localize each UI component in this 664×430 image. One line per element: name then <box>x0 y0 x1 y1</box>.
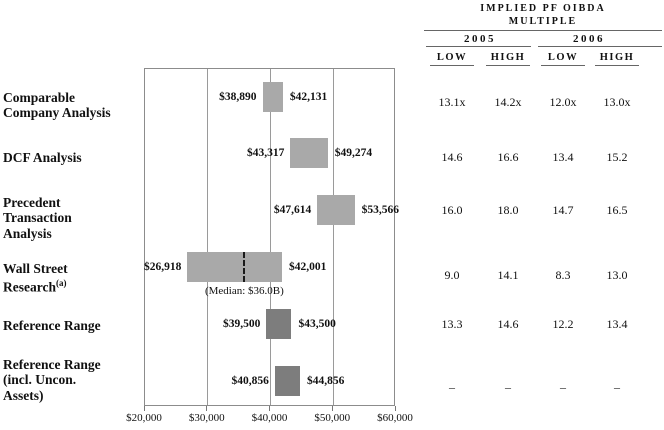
category-label-line: Reference Range <box>3 318 101 334</box>
x-axis-tick <box>269 406 270 411</box>
bar-low-label: $38,890 <box>219 91 257 103</box>
x-tick-label: $60,000 <box>377 412 413 424</box>
multiple-value-cell: 14.1 <box>497 268 519 282</box>
bar-low-label: $40,856 <box>231 375 269 387</box>
multiple-value-cell: – <box>560 380 566 394</box>
multiple-value-cell: 14.6 <box>441 150 463 164</box>
category-label-line: Precedent <box>3 194 61 210</box>
median-dashed-line <box>243 252 246 282</box>
multiple-value-cell: 14.2x <box>494 95 522 109</box>
category-label-line: Reference Range <box>3 356 101 372</box>
bar-low-label: $47,614 <box>273 204 312 216</box>
category-label-line: DCF Analysis <box>3 150 82 166</box>
category-label-line: Wall Street <box>3 260 68 276</box>
range-bar <box>290 138 328 168</box>
col-header-2005-high: HIGH <box>490 52 526 63</box>
multiple-value-cell: 16.6 <box>497 150 519 164</box>
table-title-line2: MULTIPLE <box>508 16 578 27</box>
range-bar <box>317 195 355 225</box>
median-label: (Median: $36.0B) <box>204 285 284 297</box>
multiple-value-cell: 13.4 <box>552 150 574 164</box>
category-label-line: Transaction <box>3 210 72 226</box>
col-header-underline <box>595 65 639 66</box>
multiple-value-cell: 9.0 <box>444 268 460 282</box>
table-title-line1: IMPLIED PF OIBDA <box>480 3 606 14</box>
multiple-value-cell: 13.1x <box>438 95 466 109</box>
multiple-value-cell: 16.0 <box>441 203 463 217</box>
col-header-2006-high: HIGH <box>599 52 635 63</box>
year-header-2006: 2006 <box>573 33 605 45</box>
table-title-rule <box>424 30 662 31</box>
gridline <box>332 69 334 405</box>
category-label-line: Comparable <box>3 89 75 105</box>
year-2006-rule <box>538 46 662 47</box>
col-header-underline <box>541 65 585 66</box>
range-bar <box>187 252 283 282</box>
x-tick-label: $30,000 <box>188 412 225 424</box>
category-label: Wall Street Research(a) <box>3 261 141 296</box>
x-tick-label: $40,000 <box>251 412 288 424</box>
category-label: Precedent Transaction Analysis <box>3 195 141 242</box>
gridline <box>270 69 271 405</box>
x-tick-label: $20,000 <box>126 412 162 424</box>
category-label-line: Analysis <box>3 225 52 241</box>
multiple-value-cell: 13.0 <box>606 268 628 282</box>
x-axis-tick <box>394 406 396 411</box>
multiple-value-cell: 14.7 <box>552 203 574 217</box>
col-header-underline <box>430 65 474 66</box>
multiple-value-cell: 14.6 <box>497 317 519 331</box>
range-bar <box>266 309 292 339</box>
chart-plot-area <box>144 68 395 406</box>
multiple-value-cell: 16.5 <box>606 203 628 217</box>
bar-high-label: $42,131 <box>289 91 328 103</box>
category-label: Reference Range (incl. Uncon. Assets) <box>3 357 141 404</box>
multiple-value-cell: 13.3 <box>441 317 463 331</box>
bar-high-label: $43,500 <box>298 318 336 330</box>
category-label: Reference Range <box>3 318 141 334</box>
multiple-value-cell: – <box>614 380 620 394</box>
bar-high-label: $44,856 <box>306 375 345 387</box>
category-label: Comparable Company Analysis <box>3 90 141 121</box>
multiple-value-cell: 8.3 <box>555 268 571 282</box>
gridline <box>207 69 209 405</box>
range-bar <box>274 366 300 396</box>
bar-low-label: $39,500 <box>222 318 261 330</box>
multiple-value-cell: 12.2 <box>552 317 574 331</box>
category-label-line: (incl. Uncon. <box>3 372 77 388</box>
multiple-value-cell: – <box>449 380 455 394</box>
category-label: DCF Analysis <box>3 150 141 166</box>
category-label-line: Assets) <box>3 387 44 403</box>
x-tick-label: $50,000 <box>314 412 351 424</box>
multiple-value-cell: 18.0 <box>497 203 519 217</box>
x-axis-tick <box>331 406 333 411</box>
year-header-2005: 2005 <box>464 33 496 45</box>
footnote-marker: (a) <box>56 278 67 288</box>
category-label-line: Company Analysis <box>3 105 111 120</box>
bar-high-label: $49,274 <box>334 147 373 159</box>
multiple-value-cell: 12.0x <box>549 95 577 109</box>
x-axis-tick <box>206 406 208 411</box>
multiple-value-cell: 13.4 <box>606 317 628 331</box>
multiple-value-cell: – <box>505 380 511 394</box>
multiple-value-cell: 13.0x <box>603 95 631 109</box>
bar-low-label: $26,918 <box>144 261 182 273</box>
x-axis-tick <box>143 406 145 411</box>
col-header-2005-low: LOW <box>436 52 468 63</box>
range-bar <box>262 82 283 112</box>
bar-high-label: $53,566 <box>361 204 399 216</box>
multiple-value-cell: 15.2 <box>606 150 628 164</box>
col-header-underline <box>486 65 530 66</box>
category-label-line: Research(a) <box>3 278 67 295</box>
bar-high-label: $42,001 <box>289 261 327 273</box>
year-2005-rule <box>426 46 531 47</box>
bar-low-label: $43,317 <box>246 147 285 159</box>
col-header-2006-low: LOW <box>547 52 579 63</box>
